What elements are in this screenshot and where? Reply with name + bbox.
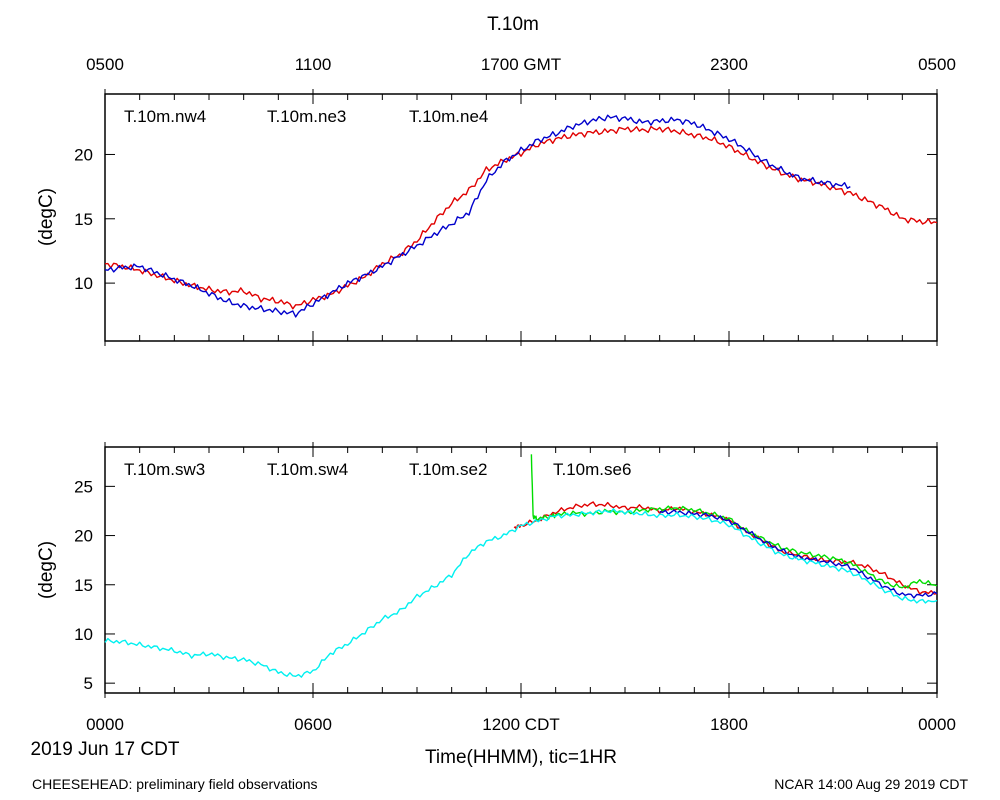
bottom-axis-label: 0000 <box>918 715 956 734</box>
top-axis-label: 0500 <box>918 55 956 74</box>
top-axis-label: 0500 <box>86 55 124 74</box>
panel-bottom-ylabel: (degC) <box>36 541 57 599</box>
y-tick-label: 10 <box>74 625 93 644</box>
top-axis-label: 2300 <box>710 55 748 74</box>
legend-entry: T.10m.sw3 <box>124 460 205 479</box>
chart-title: T.10m <box>487 14 539 35</box>
y-tick-label: 15 <box>74 210 93 229</box>
top-axis-label: 1700 GMT <box>481 55 561 74</box>
top-axis-label: 1100 <box>295 55 332 74</box>
panel-bottom-ticks: 5 10 15 20 25 <box>74 442 938 698</box>
series-line-t-10m-se6 <box>104 508 938 678</box>
panel-top-series <box>104 114 938 318</box>
bottom-axis-label: 0000 <box>86 715 124 734</box>
bottom-axis-labels: 0000 0600 1200 CDT 1800 0000 <box>86 715 956 734</box>
y-tick-label: 10 <box>74 274 93 293</box>
bottom-axis-label: 1200 CDT <box>482 715 559 734</box>
panel-top-ticks: 10 15 20 <box>74 89 938 346</box>
footer-left: CHEESEHEAD: preliminary field observatio… <box>32 776 318 792</box>
panel-bottom-legend: T.10m.sw3 T.10m.sw4 T.10m.se2 T.10m.se6 <box>124 460 631 479</box>
legend-entry: T.10m.se6 <box>553 460 631 479</box>
series-line-t-10m-se2 <box>659 509 938 599</box>
y-tick-label: 15 <box>74 576 93 595</box>
x-axis-label: Time(HHMM), tic=1HR <box>425 747 617 768</box>
legend-entry: T.10m.ne3 <box>267 107 346 126</box>
bottom-axis-label: 1800 <box>710 715 748 734</box>
y-tick-label: 5 <box>84 674 93 693</box>
footer-right: NCAR 14:00 Aug 29 2019 CDT <box>774 776 968 792</box>
legend-entry: T.10m.ne4 <box>409 107 488 126</box>
panel-bottom-series <box>104 454 938 678</box>
legend-entry: T.10m.nw4 <box>124 107 206 126</box>
panel-top-ylabel: (degC) <box>36 188 57 246</box>
y-tick-label: 25 <box>74 477 93 496</box>
panel-bottom-frame <box>104 446 938 694</box>
series-line-t-10m-ne4 <box>104 114 851 318</box>
series-line-t-10m-nw4 <box>104 125 938 310</box>
panel-top: 10 15 20 T.10m.nw4 T.10m.ne3 T.10m.ne4 (degC… <box>36 89 938 346</box>
legend-entry: T.10m.sw4 <box>267 460 348 479</box>
y-tick-label: 20 <box>74 527 93 546</box>
top-axis-labels: 0500 1100 1700 GMT 2300 0500 <box>86 55 956 74</box>
y-tick-label: 20 <box>74 145 93 164</box>
panel-top-legend: T.10m.nw4 T.10m.ne3 T.10m.ne4 <box>124 107 488 126</box>
panel-top-frame <box>104 93 938 342</box>
legend-entry: T.10m.se2 <box>409 460 487 479</box>
date-label: 2019 Jun 17 CDT <box>31 739 180 760</box>
bottom-axis-label: 0600 <box>294 715 332 734</box>
